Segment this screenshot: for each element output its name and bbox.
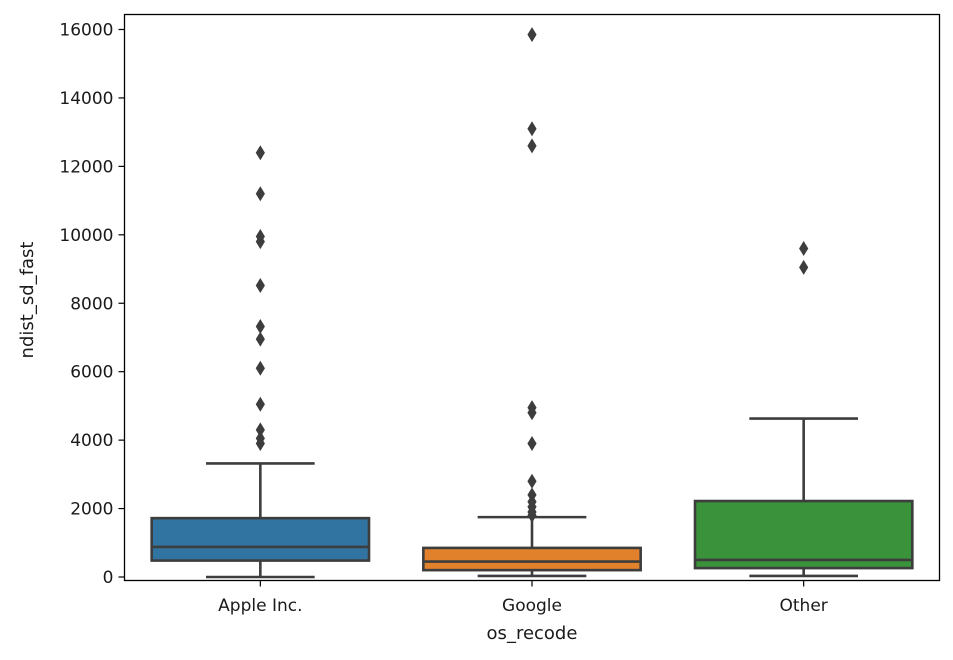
outlier-point xyxy=(527,121,537,137)
outlier-point xyxy=(527,436,537,452)
y-axis-label: ndist_sd_fast xyxy=(17,242,38,359)
iqr-box xyxy=(693,499,914,570)
y-tick-label: 12000 xyxy=(59,157,113,177)
box-group-apple-inc xyxy=(150,145,371,579)
outlier-point xyxy=(255,186,265,202)
y-tick-label: 4000 xyxy=(70,431,113,451)
outlier-point xyxy=(255,430,265,446)
y-tick-label: 10000 xyxy=(59,226,113,246)
outlier-point xyxy=(527,473,537,489)
outlier-point xyxy=(799,259,809,275)
outlier-point xyxy=(255,422,265,438)
outlier-point xyxy=(255,229,265,245)
y-axis-ticks: 0 2000 4000 6000 8000 10000 12000 14000 16000 xyxy=(59,21,125,588)
outlier-point xyxy=(527,400,537,416)
iqr-box xyxy=(150,516,371,562)
outlier-point xyxy=(255,360,265,376)
outlier-point xyxy=(799,241,809,256)
y-tick-label: 16000 xyxy=(59,21,113,41)
outlier-point xyxy=(255,319,265,335)
x-axis-label: os_recode xyxy=(487,623,578,644)
y-tick-label: 0 xyxy=(103,568,114,588)
outlier-point xyxy=(527,487,537,503)
x-tick-label: Apple Inc. xyxy=(218,596,302,616)
boxes xyxy=(150,27,914,579)
outlier-point xyxy=(255,396,265,412)
x-tick-label: Other xyxy=(780,596,828,616)
plot-frame xyxy=(123,13,941,582)
outlier-point xyxy=(255,277,265,293)
outlier-point xyxy=(527,138,537,154)
y-tick-label: 6000 xyxy=(70,363,113,383)
y-tick-label: 8000 xyxy=(70,294,113,314)
outlier-point xyxy=(527,27,537,43)
box-group-google xyxy=(422,27,642,578)
iqr-box xyxy=(422,546,642,572)
outlier-point xyxy=(255,331,265,347)
box-group-other xyxy=(693,241,914,578)
outlier-point xyxy=(255,145,265,161)
y-tick-label: 14000 xyxy=(59,89,113,109)
x-axis-ticks: Apple Inc. Google Other xyxy=(218,580,828,616)
x-tick-label: Google xyxy=(502,596,562,616)
y-tick-label: 2000 xyxy=(70,500,113,520)
